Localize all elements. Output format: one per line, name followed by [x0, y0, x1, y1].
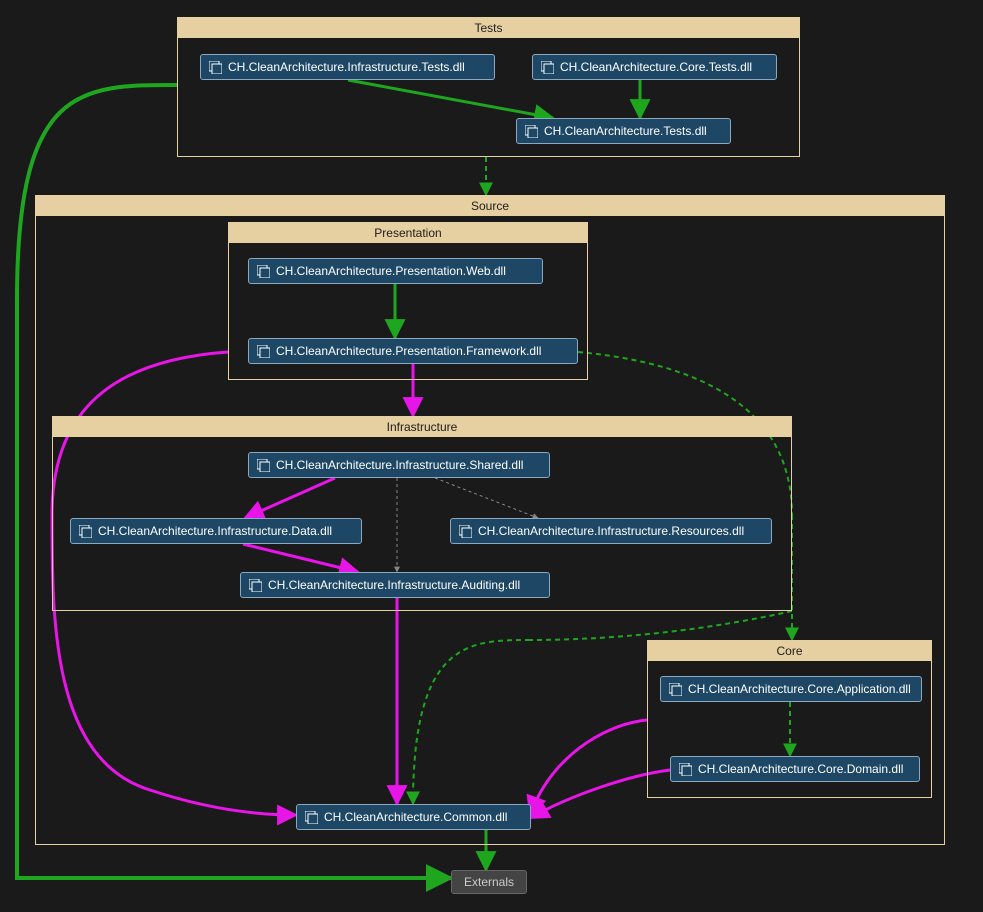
- node-label: CH.CleanArchitecture.Core.Application.dl…: [688, 682, 911, 696]
- node-core-domain-dll[interactable]: CH.CleanArchitecture.Core.Domain.dll: [670, 756, 920, 782]
- node-label: CH.CleanArchitecture.Presentation.Framew…: [276, 344, 541, 358]
- node-common-dll[interactable]: CH.CleanArchitecture.Common.dll: [296, 804, 531, 830]
- group-header-core[interactable]: Core: [648, 641, 931, 661]
- node-label: CH.CleanArchitecture.Infrastructure.Audi…: [268, 578, 520, 592]
- assembly-icon: [79, 525, 92, 538]
- node-infrastructure-auditing-dll[interactable]: CH.CleanArchitecture.Infrastructure.Audi…: [240, 572, 550, 598]
- node-core-application-dll[interactable]: CH.CleanArchitecture.Core.Application.dl…: [660, 676, 922, 702]
- dependency-graph: { "diagram": { "type": "dependency-graph…: [0, 0, 983, 912]
- node-label: CH.CleanArchitecture.Core.Tests.dll: [560, 60, 752, 74]
- node-infrastructure-data-dll[interactable]: CH.CleanArchitecture.Infrastructure.Data…: [70, 518, 362, 544]
- assembly-icon: [459, 525, 472, 538]
- node-infrastructure-shared-dll[interactable]: CH.CleanArchitecture.Infrastructure.Shar…: [248, 452, 550, 478]
- assembly-icon: [669, 683, 682, 696]
- group-header-tests[interactable]: Tests: [178, 18, 799, 38]
- group-header-infrastructure[interactable]: Infrastructure: [53, 417, 791, 437]
- node-label: CH.CleanArchitecture.Core.Domain.dll: [698, 762, 903, 776]
- assembly-icon: [305, 811, 318, 824]
- node-label: CH.CleanArchitecture.Tests.dll: [544, 124, 707, 138]
- node-label: CH.CleanArchitecture.Presentation.Web.dl…: [276, 264, 506, 278]
- externals-label: Externals: [464, 875, 514, 889]
- assembly-icon: [257, 459, 270, 472]
- node-infrastructure-resources-dll[interactable]: CH.CleanArchitecture.Infrastructure.Reso…: [450, 518, 772, 544]
- node-label: CH.CleanArchitecture.Infrastructure.Shar…: [276, 458, 523, 472]
- assembly-icon: [541, 61, 554, 74]
- node-externals[interactable]: Externals: [451, 870, 527, 894]
- node-presentation-framework-dll[interactable]: CH.CleanArchitecture.Presentation.Framew…: [248, 338, 578, 364]
- assembly-icon: [249, 579, 262, 592]
- node-label: CH.CleanArchitecture.Infrastructure.Data…: [98, 524, 332, 538]
- group-header-presentation[interactable]: Presentation: [229, 223, 587, 243]
- node-label: CH.CleanArchitecture.Infrastructure.Reso…: [478, 524, 744, 538]
- node-core-tests-dll[interactable]: CH.CleanArchitecture.Core.Tests.dll: [532, 54, 777, 80]
- node-infrastructure-tests-dll[interactable]: CH.CleanArchitecture.Infrastructure.Test…: [200, 54, 495, 80]
- assembly-icon: [257, 265, 270, 278]
- node-label: CH.CleanArchitecture.Infrastructure.Test…: [228, 60, 465, 74]
- node-presentation-web-dll[interactable]: CH.CleanArchitecture.Presentation.Web.dl…: [248, 258, 543, 284]
- assembly-icon: [257, 345, 270, 358]
- assembly-icon: [679, 763, 692, 776]
- node-tests-dll[interactable]: CH.CleanArchitecture.Tests.dll: [516, 118, 731, 144]
- group-header-source[interactable]: Source: [36, 196, 944, 216]
- node-label: CH.CleanArchitecture.Common.dll: [324, 810, 507, 824]
- assembly-icon: [209, 61, 222, 74]
- assembly-icon: [525, 125, 538, 138]
